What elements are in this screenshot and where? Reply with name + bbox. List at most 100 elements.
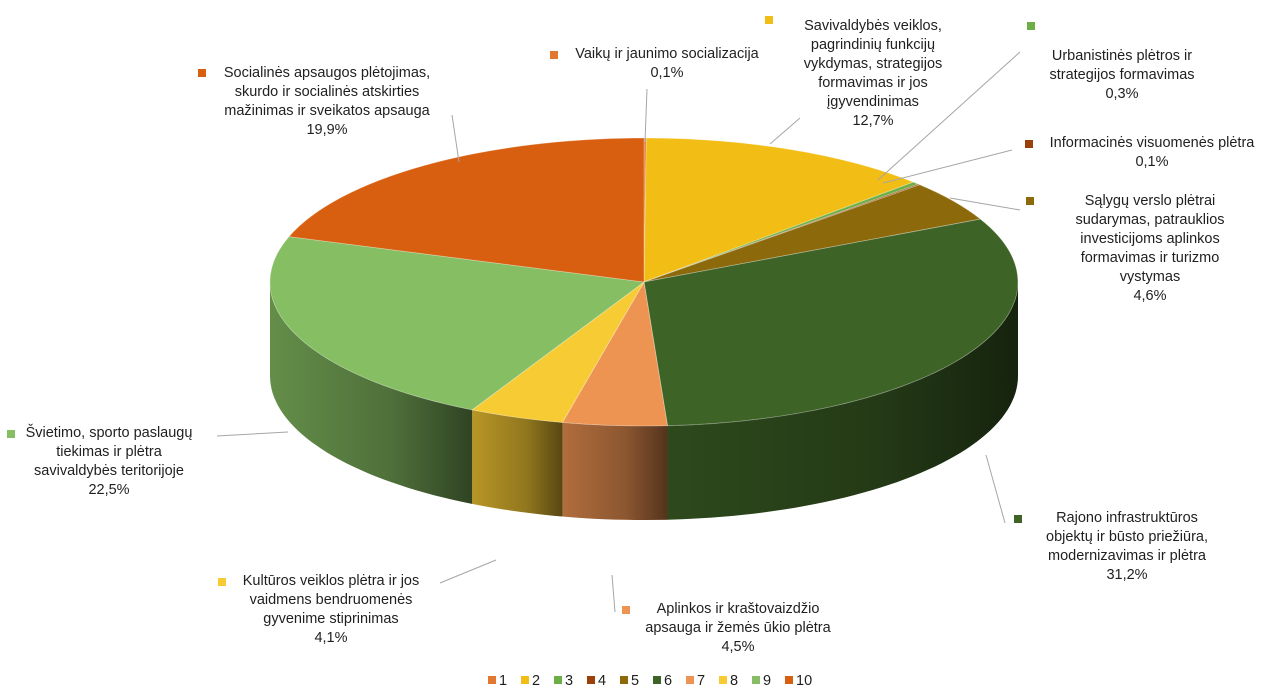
leader-line-7 bbox=[611, 574, 616, 613]
leader-line-3 bbox=[877, 51, 1021, 181]
slice-label-line: savivaldybės teritorijoje bbox=[34, 463, 184, 479]
pie-tops bbox=[269, 137, 1019, 427]
slice-label-line: 4,5% bbox=[721, 639, 754, 655]
legend: 1 2 3 4 5 6 7 8 9 10 bbox=[488, 673, 812, 689]
slice-label-3: Urbanistinės plėtros ir strategijos forma… bbox=[1049, 48, 1194, 102]
slice-label-line: objektų ir būsto priežiūra, bbox=[1046, 529, 1208, 545]
slice-label-line: formavimas ir turizmo bbox=[1081, 250, 1220, 266]
legend-swatch-4 bbox=[587, 676, 595, 684]
legend-swatch-1 bbox=[488, 676, 496, 684]
legend-label-2: 2 bbox=[532, 673, 540, 689]
slice-label-line: Kultūros veiklos plėtra ir jos bbox=[243, 573, 420, 589]
slice-label-line: Socialinės apsaugos plėtojimas, bbox=[224, 65, 430, 81]
slice-label-5: Sąlygų verslo plėtrai sudarymas, patraukl… bbox=[1075, 193, 1224, 304]
leader-line-8 bbox=[439, 559, 497, 584]
slice-label-10: Socialinės apsaugos plėtojimas, skurdo ir… bbox=[224, 65, 431, 138]
slice-label-line: mažinimas ir sveikatos apsauga bbox=[224, 103, 430, 119]
slice-label-line: vykdymas, strategijos bbox=[804, 56, 943, 72]
legend-swatch-10 bbox=[785, 676, 793, 684]
slice-label-line: vaidmens bendruomenės bbox=[250, 592, 413, 608]
slice-label-line: pagrindinių funkcijų bbox=[811, 37, 935, 53]
slice-label-line: Informacinės visuomenės plėtra bbox=[1050, 135, 1256, 151]
slice-top-3 bbox=[643, 181, 920, 283]
slice-label-marker-3 bbox=[1027, 22, 1035, 30]
slice-label-line: Švietimo, sporto paslaugų bbox=[26, 424, 193, 441]
legend-label-10: 10 bbox=[796, 673, 812, 689]
slice-label-marker-4 bbox=[1025, 140, 1033, 148]
pie-sides bbox=[270, 282, 1018, 520]
slice-label-line: investicijoms aplinkos bbox=[1080, 231, 1219, 247]
slice-top-5 bbox=[643, 184, 982, 283]
slice-label-line: apsauga ir žemės ūkio plėtra bbox=[645, 620, 831, 636]
slice-label-marker-2 bbox=[765, 16, 773, 24]
slice-label-4: Informacinės visuomenės plėtra 0,1% bbox=[1050, 135, 1256, 170]
legend-swatch-7 bbox=[686, 676, 694, 684]
legend-label-9: 9 bbox=[763, 673, 771, 689]
slice-label-line: 0,3% bbox=[1105, 86, 1138, 102]
slice-label-line: 4,6% bbox=[1133, 288, 1166, 304]
slice-label-line: 31,2% bbox=[1106, 567, 1147, 583]
slice-label-8: Kultūros veiklos plėtra ir jos vaidmens b… bbox=[243, 573, 420, 646]
slice-label-line: gyvenime stiprinimas bbox=[263, 611, 398, 627]
legend-swatch-3 bbox=[554, 676, 562, 684]
leader-line-5 bbox=[949, 197, 1021, 211]
slice-label-line: tiekimas ir plėtra bbox=[56, 444, 162, 460]
leader-line-4 bbox=[882, 149, 1013, 184]
legend-swatch-9 bbox=[752, 676, 760, 684]
slice-label-marker-9 bbox=[7, 430, 15, 438]
legend-swatch-8 bbox=[719, 676, 727, 684]
slice-label-marker-5 bbox=[1026, 197, 1034, 205]
slice-top-2 bbox=[643, 137, 915, 283]
legend-swatch-2 bbox=[521, 676, 529, 684]
slice-top-4 bbox=[643, 183, 921, 283]
slice-label-line: skurdo ir socialinės atskirties bbox=[235, 84, 420, 100]
slice-label-marker-10 bbox=[198, 69, 206, 77]
slice-label-line: 0,1% bbox=[1135, 154, 1168, 170]
legend-label-5: 5 bbox=[631, 673, 639, 689]
slice-side-shade-8 bbox=[472, 409, 563, 517]
slice-label-line: 4,1% bbox=[314, 630, 347, 646]
slice-label-marker-7 bbox=[622, 606, 630, 614]
slice-label-1: Vaikų ir jaunimo socializacija 0,1% bbox=[575, 46, 759, 81]
legend-label-6: 6 bbox=[664, 673, 672, 689]
legend-label-3: 3 bbox=[565, 673, 573, 689]
legend-label-7: 7 bbox=[697, 673, 705, 689]
slice-label-6: Rajono infrastruktūros objektų ir būsto p… bbox=[1046, 510, 1208, 583]
slice-label-line: įgyvendinimas bbox=[827, 94, 919, 110]
slice-label-line: formavimas ir jos bbox=[818, 75, 928, 91]
slice-label-line: 12,7% bbox=[852, 113, 893, 129]
slice-label-line: sudarymas, patrauklios bbox=[1075, 212, 1224, 228]
slice-label-marker-8 bbox=[218, 578, 226, 586]
legend-label-4: 4 bbox=[598, 673, 606, 689]
slice-label-line: vystymas bbox=[1120, 269, 1180, 285]
leader-line-6 bbox=[985, 454, 1006, 524]
slice-label-2: Savivaldybės veiklos, pagrindinių funkcij… bbox=[804, 18, 943, 129]
leader-line-2 bbox=[769, 117, 801, 145]
legend-swatch-6 bbox=[653, 676, 661, 684]
slice-label-line: strategijos formavimas bbox=[1049, 67, 1194, 83]
leader-line-9 bbox=[216, 431, 289, 437]
leader-line-1 bbox=[644, 88, 648, 143]
leader-lines bbox=[216, 51, 1021, 613]
legend-label-8: 8 bbox=[730, 673, 738, 689]
slice-label-marker-1 bbox=[550, 51, 558, 59]
slice-top-9 bbox=[269, 236, 646, 411]
legend-label-1: 1 bbox=[499, 673, 507, 689]
slice-label-line: 19,9% bbox=[306, 122, 347, 138]
slice-label-line: Vaikų ir jaunimo socializacija bbox=[575, 46, 759, 62]
slice-label-line: Urbanistinės plėtros ir bbox=[1052, 48, 1192, 64]
leader-line-10 bbox=[451, 114, 460, 163]
slice-top-6 bbox=[643, 218, 1019, 427]
slice-label-line: Sąlygų verslo plėtrai bbox=[1085, 193, 1216, 209]
slice-label-line: 0,1% bbox=[650, 65, 683, 81]
slice-label-7: Aplinkos ir kraštovaizdžio apsauga ir žem… bbox=[645, 601, 831, 655]
slice-label-line: 22,5% bbox=[88, 482, 129, 498]
slice-top-10 bbox=[288, 137, 645, 283]
slice-label-line: Aplinkos ir kraštovaizdžio bbox=[657, 601, 820, 617]
slice-label-line: modernizavimas ir plėtra bbox=[1048, 548, 1207, 564]
slice-label-marker-6 bbox=[1014, 515, 1022, 523]
slice-side-shade-7 bbox=[562, 422, 668, 520]
slice-label-line: Rajono infrastruktūros bbox=[1056, 510, 1198, 526]
slice-top-7 bbox=[561, 280, 668, 427]
